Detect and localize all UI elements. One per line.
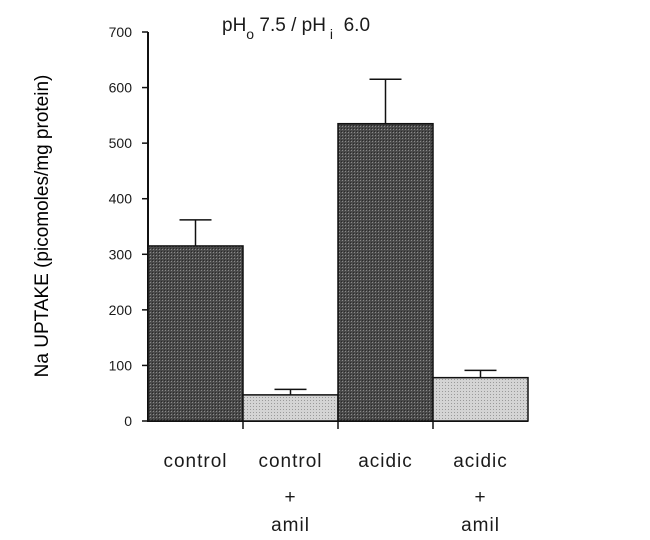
bar-3	[337, 122, 434, 422]
title-ph-i: 7.5 / pH	[254, 15, 326, 36]
category-label: acidic	[453, 451, 508, 472]
category-label-amil: amil	[461, 515, 500, 536]
y-tick-label: 700	[109, 24, 133, 40]
title-sub-o: o	[246, 26, 254, 42]
category-label: control	[258, 451, 322, 472]
category-label-plus: +	[474, 487, 486, 508]
category-label: control	[163, 451, 227, 472]
bar-4	[432, 376, 529, 422]
category-label: acidic	[358, 451, 413, 472]
title-ph-o: pH	[222, 15, 246, 36]
title-value: 6.0	[333, 15, 370, 36]
y-tick-label: 200	[109, 302, 133, 318]
bar-2	[242, 394, 339, 422]
category-label-amil: amil	[271, 515, 310, 536]
y-tick-label: 500	[109, 135, 133, 151]
bar-1	[147, 245, 244, 422]
y-axis-label: Na UPTAKE (picomoles/mg protein)	[32, 75, 53, 378]
category-label-plus: +	[284, 487, 296, 508]
title-sub-i: i	[330, 26, 333, 42]
y-tick-label: 600	[109, 80, 133, 96]
y-tick-label: 0	[124, 413, 132, 429]
y-tick-label: 400	[109, 191, 133, 207]
y-tick-label: 300	[109, 246, 133, 262]
chart-title: pHo 7.5 / pH i 6.0	[222, 15, 370, 42]
y-tick-label: 100	[109, 357, 133, 373]
